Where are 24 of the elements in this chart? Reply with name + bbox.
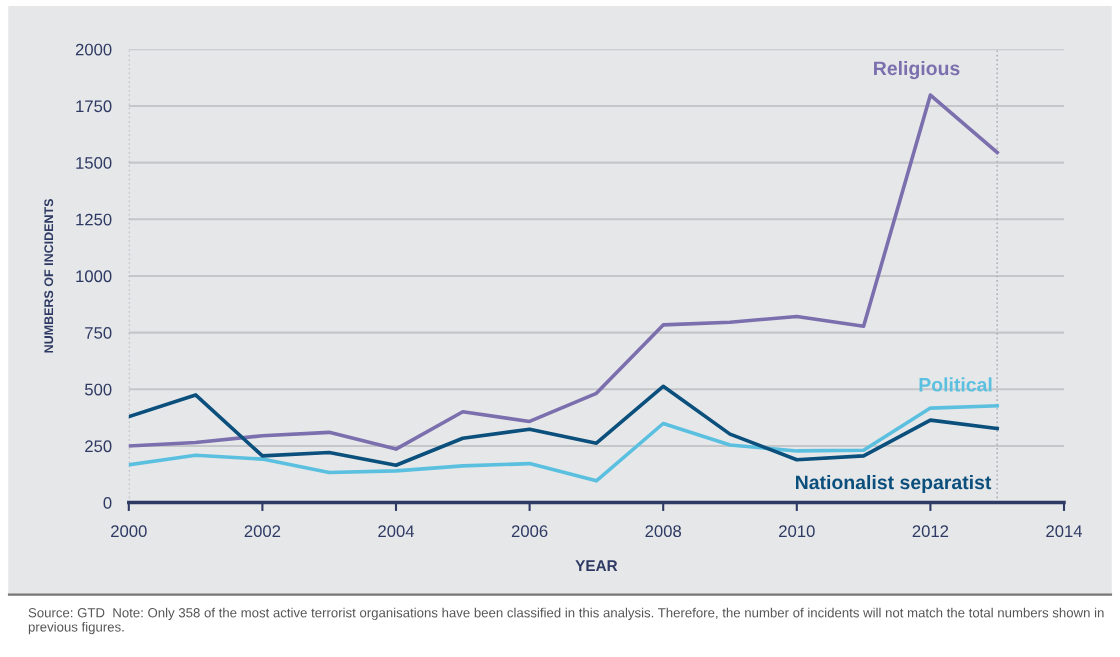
x-tick-label: 2006: [511, 525, 548, 538]
series-label: Political: [919, 377, 992, 392]
x-tick-label: 2000: [111, 525, 147, 538]
y-tick-label: 750: [85, 327, 112, 339]
y-tick-label: 1000: [76, 270, 112, 283]
x-axis-title: YEAR: [575, 560, 618, 571]
y-axis-title: NUMBERS OF INCIDENTS: [44, 199, 54, 353]
series-label: Religious: [874, 60, 960, 80]
y-tick-label: 1500: [76, 157, 112, 169]
x-tick-label: 2010: [779, 525, 815, 538]
y-tick-label: 0: [103, 497, 112, 509]
y-tick-label: 250: [85, 440, 112, 453]
series-label: Nationalist separatist: [796, 474, 992, 494]
line-series: [128, 93, 1000, 451]
source-note: Source: GTD Note: Only 358 of the most active terrorist organisations have been classified in this analysis. Therefore, the number of incidents will not match the total numbers shown in previous figures.: [28, 607, 1104, 635]
x-tick-label: 2004: [378, 525, 415, 538]
y-tick-label: 1750: [76, 100, 112, 113]
y-tick-label: 2000: [75, 43, 112, 56]
y-tick-label: 500: [85, 383, 112, 396]
x-tick-label: 2002: [244, 525, 281, 538]
x-tick-label: 2008: [645, 525, 682, 538]
x-tick-label: 2012: [912, 525, 949, 538]
y-tick-label: 1250: [76, 213, 112, 226]
x-tick-label: 2014: [1046, 525, 1083, 538]
